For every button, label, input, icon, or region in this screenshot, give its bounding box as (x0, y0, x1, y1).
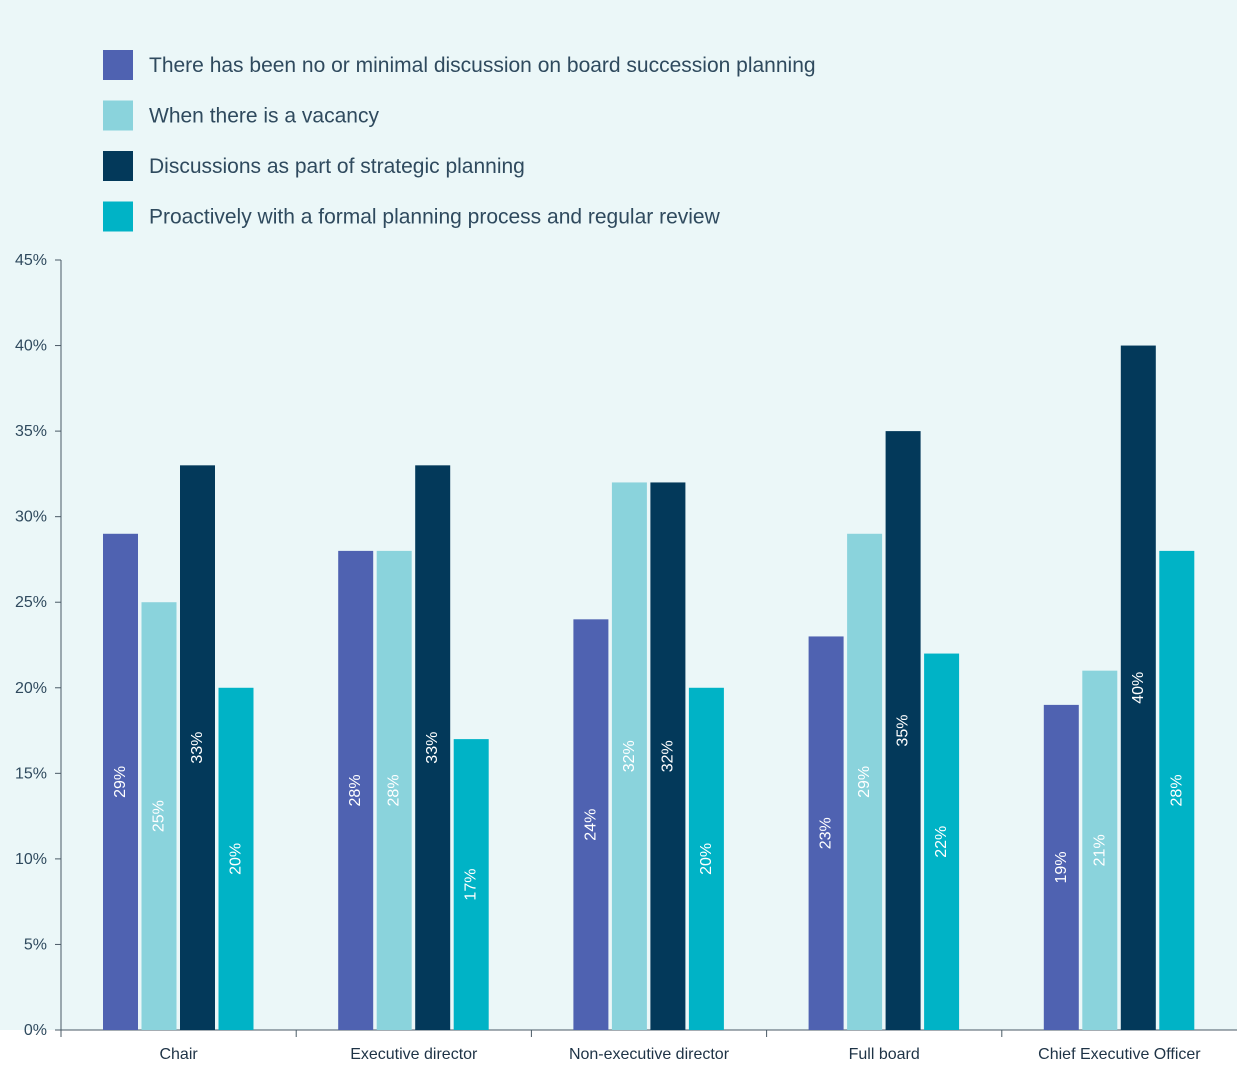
legend-swatch-1 (103, 50, 133, 80)
bar (103, 533, 138, 1030)
bar (611, 482, 647, 1030)
bar-value-label: 33% (189, 732, 206, 764)
bar (847, 533, 883, 1030)
bar (688, 687, 724, 1030)
bar (376, 550, 412, 1030)
bar (415, 465, 451, 1030)
bar (573, 619, 609, 1030)
bar-value-label: 20% (698, 843, 715, 875)
bar (1043, 704, 1079, 1030)
bar-value-label: 40% (1130, 672, 1147, 704)
bar (453, 739, 489, 1030)
category-label: Full board (849, 1046, 920, 1063)
bar-value-label: 28% (347, 774, 364, 806)
x-axis: Chair Executive director Non-executive dir… (60, 1029, 1237, 1063)
bar (1159, 550, 1195, 1030)
y-tick-label: 0% (24, 1022, 47, 1039)
bar-value-label: 32% (659, 740, 676, 772)
bar (338, 550, 374, 1030)
legend-label-4: Proactively with a formal planning proce… (149, 206, 721, 229)
category-label: Non-executive director (569, 1046, 730, 1063)
legend-label-2: When there is a vacancy (149, 105, 379, 128)
bar (924, 653, 960, 1030)
bar-value-label: 25% (151, 800, 168, 832)
y-tick-label: 30% (15, 509, 47, 526)
bar-value-label: 35% (895, 715, 912, 747)
legend-swatch-4 (103, 201, 133, 232)
bar-value-label: 32% (621, 740, 638, 772)
legend-label-3: Discussions as part of strategic plannin… (149, 155, 525, 178)
y-tick-label: 10% (15, 851, 47, 868)
bar (1120, 345, 1156, 1030)
category-label: Chair (159, 1046, 198, 1063)
legend-swatch-2 (103, 100, 133, 131)
category-label: Executive director (350, 1046, 478, 1063)
category-label: Chief Executive Officer (1038, 1046, 1201, 1063)
y-tick-label: 45% (15, 252, 47, 269)
bar-value-label: 29% (856, 766, 873, 798)
bar (141, 602, 177, 1030)
bar-value-label: 29% (112, 766, 129, 798)
y-tick-label: 5% (24, 936, 47, 953)
bar (885, 431, 921, 1031)
bar (1082, 670, 1118, 1030)
bar-value-label: 21% (1091, 834, 1108, 866)
y-tick-label: 40% (15, 338, 47, 355)
bar-value-label: 24% (582, 809, 599, 841)
legend-label-1: There has been no or minimal discussion … (149, 54, 816, 77)
bar-value-label: 28% (1168, 774, 1185, 806)
y-tick-label: 25% (15, 594, 47, 611)
bar (650, 482, 686, 1030)
bar-value-label: 17% (463, 869, 480, 901)
bar (180, 465, 215, 1030)
y-tick-label: 15% (15, 765, 47, 782)
bar-value-label: 20% (228, 843, 245, 875)
bar-value-label: 28% (386, 774, 403, 806)
y-tick-label: 20% (15, 680, 47, 697)
bar-value-label: 22% (933, 826, 950, 858)
legend-swatch-3 (103, 151, 133, 181)
legend: There has been no or minimal discussion … (103, 50, 816, 232)
y-axis: 0% 5% 10% 15% 20% 25% 30% 35% 40% 45% (15, 252, 62, 1039)
bar-value-label: 19% (1053, 851, 1070, 883)
bars: 29% 25% 33% 20% 28% 28% 33% 17% 24% 32% 32% 20% 23% 2… (103, 345, 1195, 1031)
y-tick-label: 35% (15, 423, 47, 440)
bar (218, 687, 254, 1030)
bar (808, 636, 844, 1030)
bar-value-label: 23% (818, 817, 835, 849)
bar-value-label: 33% (424, 732, 441, 764)
